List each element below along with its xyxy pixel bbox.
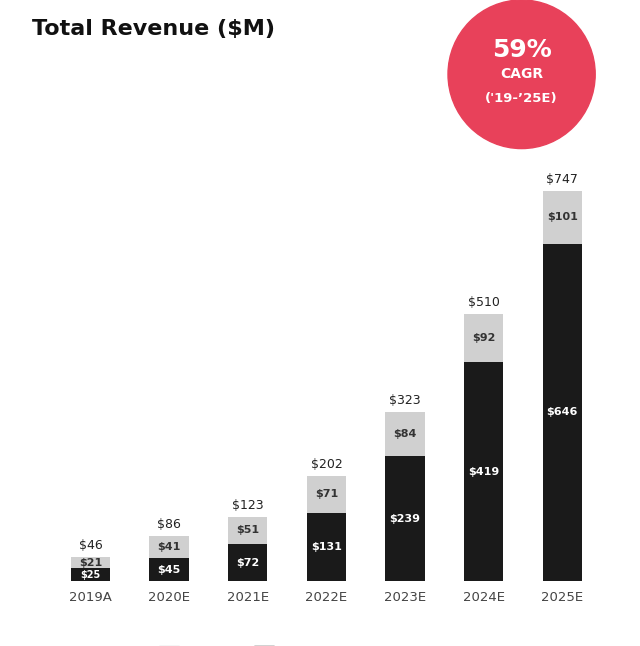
Text: $747: $747 bbox=[547, 172, 578, 185]
Text: $510: $510 bbox=[468, 296, 500, 309]
Bar bbox=[464, 314, 503, 362]
Text: $41: $41 bbox=[157, 542, 181, 552]
Legend: Other, Subscription (including license): Other, Subscription (including license) bbox=[154, 641, 499, 646]
Text: ('19-’25E): ('19-’25E) bbox=[485, 92, 558, 105]
Text: $123: $123 bbox=[232, 499, 264, 512]
Text: $239: $239 bbox=[390, 514, 420, 524]
Bar bbox=[307, 513, 346, 581]
Bar bbox=[543, 244, 582, 581]
Text: 59%: 59% bbox=[492, 37, 552, 62]
Bar bbox=[150, 536, 189, 558]
Text: $51: $51 bbox=[236, 525, 259, 536]
Text: $72: $72 bbox=[236, 557, 259, 568]
Bar bbox=[464, 362, 503, 581]
Bar bbox=[385, 457, 425, 581]
Bar bbox=[71, 568, 110, 581]
Text: $25: $25 bbox=[81, 570, 100, 580]
Bar bbox=[385, 413, 425, 457]
Text: $84: $84 bbox=[394, 430, 417, 439]
Bar bbox=[543, 191, 582, 244]
Text: $202: $202 bbox=[310, 457, 342, 470]
Text: $71: $71 bbox=[315, 489, 338, 499]
Text: Total Revenue ($M): Total Revenue ($M) bbox=[32, 19, 275, 39]
Text: $419: $419 bbox=[468, 467, 499, 477]
Text: CAGR: CAGR bbox=[500, 67, 543, 81]
Text: $92: $92 bbox=[472, 333, 495, 343]
Bar bbox=[71, 557, 110, 568]
Text: $323: $323 bbox=[389, 394, 421, 407]
Text: $46: $46 bbox=[79, 539, 102, 552]
Text: $101: $101 bbox=[547, 212, 578, 222]
Text: $86: $86 bbox=[157, 518, 181, 531]
Text: $646: $646 bbox=[547, 408, 578, 417]
Text: $45: $45 bbox=[157, 565, 180, 575]
Bar bbox=[307, 475, 346, 513]
Text: $21: $21 bbox=[79, 558, 102, 568]
Text: $131: $131 bbox=[311, 542, 342, 552]
Bar bbox=[150, 558, 189, 581]
Bar bbox=[228, 544, 268, 581]
Bar bbox=[228, 517, 268, 544]
